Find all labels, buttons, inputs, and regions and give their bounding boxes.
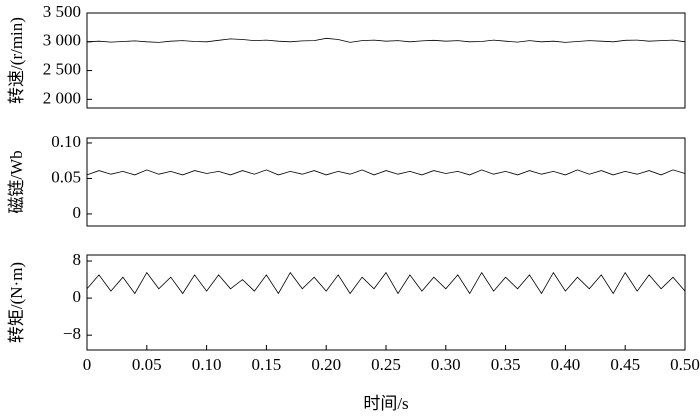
plot-frame: [86, 254, 686, 351]
y-tick-label: 0: [73, 287, 82, 306]
x-tick-label: 0.20: [311, 355, 341, 374]
x-tick-label: 0: [83, 355, 92, 374]
x-tick-label: 0.05: [132, 355, 162, 374]
y-tick-label: 0.10: [51, 132, 81, 151]
y-tick-label: 8: [73, 250, 82, 269]
data-line: [86, 169, 686, 176]
y-tick-label: 2 500: [43, 59, 81, 78]
x-tick-label: 0.25: [371, 355, 401, 374]
y-tick-label: 3 000: [43, 31, 81, 50]
x-tick-label: 0.40: [551, 355, 581, 374]
x-tick-label: 0.10: [192, 355, 222, 374]
y-tick-label: 2 000: [43, 88, 81, 107]
y-axis-label: 转矩/(N·m): [7, 262, 26, 343]
x-tick-label: 0.50: [670, 355, 700, 374]
x-axis-label: 时间/s: [363, 394, 408, 413]
x-tick-label: 0.30: [431, 355, 461, 374]
x-tick-label: 0.45: [610, 355, 640, 374]
y-tick-label: 3 500: [43, 2, 81, 21]
x-tick-label: 0.35: [491, 355, 521, 374]
y-tick-label: 0.05: [51, 167, 81, 186]
y-tick-label: −8: [63, 324, 81, 343]
data-line: [86, 37, 686, 43]
data-line: [86, 271, 686, 295]
plot-frame: [86, 12, 686, 109]
x-tick-label: 0.15: [252, 355, 282, 374]
y-tick-label: 0: [73, 203, 82, 222]
y-axis-label: 转速/(r/min): [7, 17, 26, 104]
y-axis-label: 磁链/Wb: [7, 150, 26, 213]
plot-frame: [86, 137, 686, 227]
